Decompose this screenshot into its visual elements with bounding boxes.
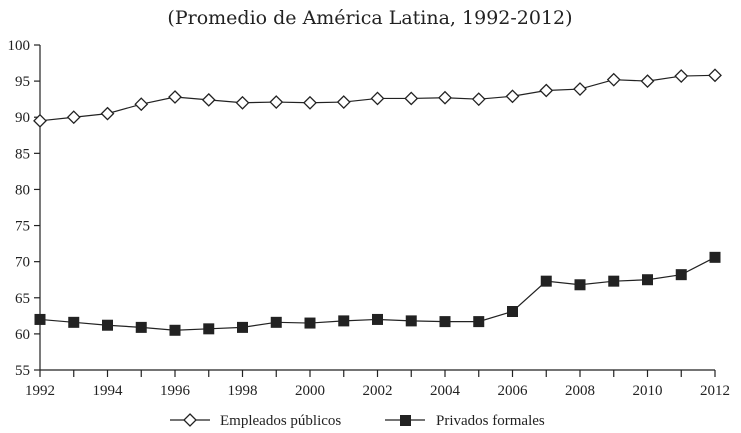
x-tick-label: 2010 — [633, 383, 663, 399]
data-point-empleados — [674, 69, 689, 83]
data-point-empleados — [336, 95, 351, 109]
data-point-privados — [642, 274, 653, 286]
data-point-empleados — [505, 89, 520, 104]
legend-marker-empleados — [183, 413, 197, 427]
x-tick-label: 2006 — [498, 383, 529, 399]
data-point-empleados — [269, 95, 284, 109]
data-point-empleados — [438, 90, 452, 105]
data-point-empleados — [640, 74, 655, 89]
data-point-empleados — [134, 97, 149, 112]
data-point-empleados — [303, 95, 317, 110]
data-point-empleados — [708, 68, 722, 83]
data-point-privados — [473, 316, 485, 328]
y-tick-label: 60 — [15, 327, 30, 343]
x-tick-label: 1998 — [228, 383, 258, 399]
data-point-privados — [608, 275, 620, 287]
data-point-privados — [237, 321, 248, 333]
x-tick-label: 2002 — [363, 383, 393, 399]
data-point-empleados — [66, 110, 81, 125]
y-tick-label: 70 — [15, 255, 30, 271]
y-tick-label: 100 — [8, 38, 31, 54]
data-point-privados — [338, 315, 350, 327]
y-tick-label: 55 — [15, 363, 30, 379]
y-tick-label: 95 — [15, 74, 30, 90]
data-point-privados — [372, 313, 383, 325]
data-point-empleados — [404, 91, 419, 106]
data-point-empleados — [168, 90, 182, 104]
data-point-privados — [169, 324, 181, 336]
x-tick-label: 1992 — [25, 383, 55, 399]
data-point-privados — [68, 316, 80, 328]
x-tick-label: 2004 — [430, 383, 461, 399]
y-tick-label: 80 — [15, 182, 30, 198]
data-point-empleados — [235, 95, 250, 110]
x-tick-label: 1994 — [93, 383, 124, 399]
data-point-privados — [709, 251, 721, 263]
data-point-privados — [135, 321, 147, 333]
data-point-privados — [439, 316, 451, 328]
data-point-empleados — [370, 91, 385, 106]
data-point-privados — [102, 319, 113, 331]
x-tick-label: 2008 — [565, 383, 595, 399]
data-point-empleados — [539, 83, 554, 98]
x-tick-label: 1996 — [160, 383, 191, 399]
y-tick-label: 75 — [15, 219, 30, 235]
legend: Empleados públicos Privados formales — [170, 413, 545, 429]
chart-title: (Promedio de América Latina, 1992-2012) — [167, 7, 572, 29]
data-point-empleados — [573, 82, 587, 96]
data-point-empleados — [606, 72, 621, 87]
data-point-privados — [675, 269, 687, 281]
data-point-privados — [507, 306, 518, 317]
legend-label-empleados: Empleados públicos — [220, 413, 341, 429]
x-tick-label: 2000 — [295, 383, 325, 399]
data-point-empleados — [33, 113, 47, 128]
data-point-privados — [34, 313, 46, 325]
x-tick-label: 2012 — [700, 383, 730, 399]
data-point-empleados — [471, 92, 486, 107]
series-layer — [33, 68, 722, 336]
legend-label-privados: Privados formales — [436, 413, 545, 429]
y-tick-label: 90 — [15, 110, 30, 126]
data-point-empleados — [201, 92, 216, 107]
y-tick-label: 65 — [15, 291, 30, 307]
data-point-privados — [540, 275, 552, 287]
axes: 100 95 90 85 80 75 70 65 60 55 1992 1994 1996 1998 200… — [8, 38, 731, 399]
data-point-privados — [304, 317, 316, 329]
data-point-privados — [270, 316, 282, 328]
data-point-privados — [203, 323, 215, 335]
legend-marker-privados — [400, 415, 411, 426]
data-point-privados — [574, 279, 586, 291]
data-point-privados — [405, 315, 417, 327]
y-tick-label: 85 — [15, 146, 30, 162]
data-point-empleados — [100, 106, 115, 121]
